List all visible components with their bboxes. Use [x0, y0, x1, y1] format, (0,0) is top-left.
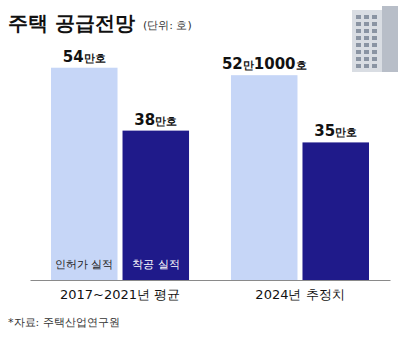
- building-window: [356, 22, 361, 26]
- data-label: 52만1000호: [222, 55, 307, 73]
- x-tick: 2017~2021년 평균: [60, 280, 180, 302]
- building-window: [364, 15, 369, 19]
- building-window: [372, 36, 377, 40]
- building-window: [372, 15, 377, 19]
- x-axis: 2017~2021년 평균 2024년 추정치: [31, 280, 391, 302]
- title: 주택 공급전망: [8, 11, 135, 35]
- bar: [302, 142, 369, 280]
- labels: 54만호인허가 실적 52만1000호 38만호착공 실적 35만호: [55, 48, 357, 271]
- source: *자료: 주택산업연구원: [8, 316, 120, 329]
- building-window: [372, 64, 377, 68]
- building-window: [356, 43, 361, 47]
- building-window: [364, 36, 369, 40]
- building-window: [364, 29, 369, 33]
- building-window: [364, 50, 369, 54]
- bar: [51, 68, 118, 280]
- x-axis-line: [31, 280, 391, 281]
- building-window: [372, 29, 377, 33]
- x-tick-label: 2017~2021년 평균: [60, 287, 180, 302]
- building-window: [364, 22, 369, 26]
- building-window: [372, 57, 377, 61]
- series-label: 인허가 실적: [55, 258, 114, 271]
- data-label: 35만호: [314, 122, 357, 140]
- building-window: [364, 57, 369, 61]
- bars: [51, 68, 369, 280]
- data-label: 54만호: [63, 48, 106, 66]
- chart: 주택 공급전망 (단위: 호) 54만호인허가 실적 52만1000호 38만호착공 실…: [0, 0, 420, 359]
- building-window: [356, 29, 361, 33]
- building-window: [364, 64, 369, 68]
- bar: [231, 75, 298, 280]
- series-label: 착공 실적: [132, 258, 180, 271]
- building-window: [372, 22, 377, 26]
- building-window: [356, 57, 361, 61]
- building-window: [356, 15, 361, 19]
- x-tick: 2024년 추정치: [255, 280, 344, 302]
- subtitle: (단위: 호): [143, 19, 192, 32]
- building-window: [372, 43, 377, 47]
- building-window: [372, 50, 377, 54]
- building-window: [356, 50, 361, 54]
- data-label: 38만호: [134, 111, 177, 129]
- bar: [123, 131, 190, 280]
- building-window: [356, 36, 361, 40]
- building-side: [382, 6, 398, 72]
- x-tick-label: 2024년 추정치: [255, 287, 344, 302]
- building-window: [356, 64, 361, 68]
- building-window: [364, 43, 369, 47]
- building-icon: [352, 6, 398, 72]
